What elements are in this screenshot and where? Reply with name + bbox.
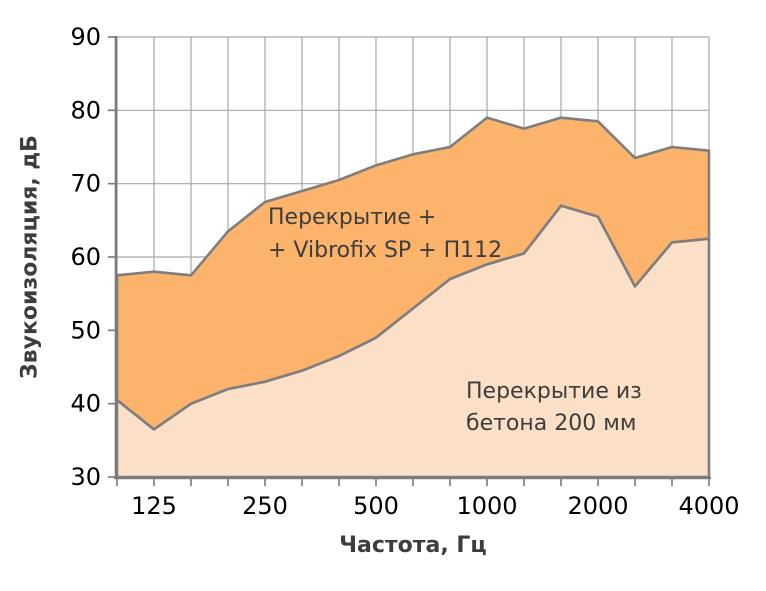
axes [108,36,711,486]
x-tick-label: 1000 [456,492,517,520]
y-tick-label: 50 [70,316,101,344]
area-upper-series [115,116,711,431]
y-axis-title: Звукоизоляция, дБ [17,135,43,379]
x-tick-label: 125 [131,492,177,520]
area-annotation: Перекрытие из бетона 200 мм [466,379,642,436]
y-tick-label: 60 [70,243,101,271]
x-tick-label: 4000 [678,492,739,520]
y-tick-label: 80 [70,96,101,124]
y-tick-label: 70 [70,170,101,198]
x-tick-label: 500 [353,492,399,520]
y-tick-label: 90 [70,23,101,51]
area-annotation: Перекрытие + + Vibrofix SP + П112 [268,205,502,263]
x-tick-label: 250 [242,492,288,520]
x-axis-title: Частота, Гц [339,533,487,558]
x-tick-label: 2000 [567,492,628,520]
y-tick-label: 40 [70,390,101,418]
y-tick-label: 30 [70,463,101,491]
